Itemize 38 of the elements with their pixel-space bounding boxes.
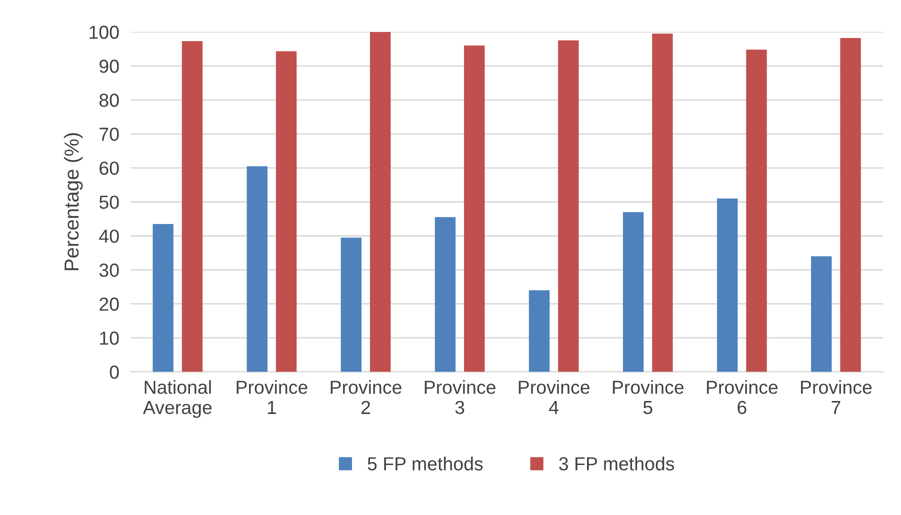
bar [464, 46, 485, 372]
x-tick-label: Province 1 [236, 380, 308, 414]
x-tick-label: Province 3 [424, 380, 496, 414]
bar [276, 51, 297, 372]
bar [340, 238, 362, 372]
y-tick-label: 80 [99, 94, 119, 107]
bar [622, 212, 644, 372]
bar [370, 32, 391, 372]
bar [558, 40, 579, 372]
bar [152, 224, 174, 372]
y-axis-title: Percentage (%) [64, 133, 83, 270]
legend-label: 3 FP methods [559, 456, 674, 470]
x-tick-label: Province 7 [801, 380, 872, 414]
bar [528, 290, 550, 372]
x-tick-label: National Average [142, 380, 212, 418]
y-tick-label: 40 [99, 230, 119, 243]
x-tick-label: Province 6 [706, 380, 778, 414]
bar [652, 34, 673, 372]
bar [811, 256, 832, 372]
y-tick-label: 10 [100, 332, 119, 345]
x-tick-label: Province 4 [518, 380, 590, 414]
bar [746, 50, 767, 372]
x-tick-label: Province 2 [330, 380, 402, 414]
bar [840, 38, 861, 372]
y-tick-label: 100 [90, 26, 119, 39]
bar [434, 217, 456, 372]
bar [246, 166, 268, 372]
y-tick-label: 0 [110, 366, 119, 379]
bar [182, 41, 203, 372]
y-tick-label: 70 [100, 128, 119, 141]
y-tick-label: 60 [100, 162, 119, 175]
y-tick-label: 20 [100, 298, 119, 311]
x-tick-label: Province 5 [612, 380, 684, 414]
y-tick-label: 50 [99, 196, 119, 209]
y-tick-label: 30 [99, 264, 119, 277]
legend-label: 5 FP methods [368, 456, 483, 470]
bar [716, 198, 738, 372]
y-tick-label: 90 [100, 60, 119, 73]
